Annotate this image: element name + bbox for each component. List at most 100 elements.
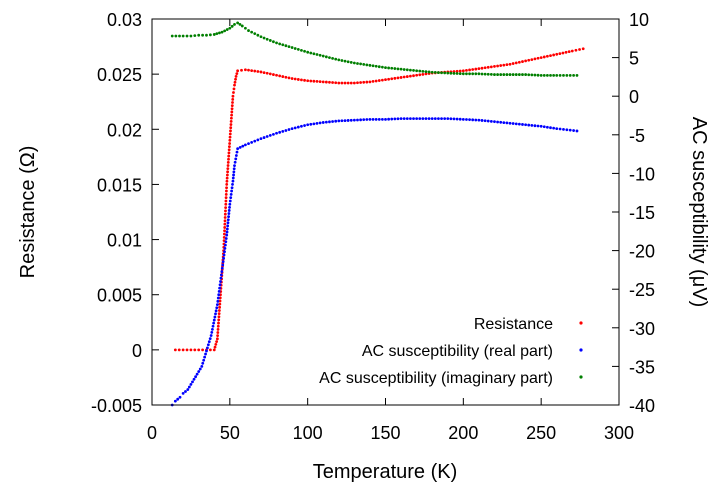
data-point <box>234 157 238 161</box>
data-point <box>215 306 219 310</box>
data-point <box>229 120 233 123</box>
data-point <box>195 372 199 376</box>
data-point <box>224 206 228 209</box>
data-point <box>221 260 225 264</box>
data-point <box>418 73 422 77</box>
data-point <box>380 78 384 82</box>
data-point <box>244 143 247 147</box>
data-point <box>229 123 233 126</box>
data-point <box>415 73 419 77</box>
data-point <box>399 67 403 71</box>
data-point <box>474 67 478 71</box>
data-point <box>275 41 278 45</box>
data-point <box>218 299 222 303</box>
data-point <box>244 26 247 30</box>
data-point <box>189 34 193 38</box>
data-point <box>384 117 387 121</box>
data-point <box>303 124 306 127</box>
data-point <box>218 305 222 309</box>
data-point <box>225 230 229 234</box>
data-point <box>265 71 269 75</box>
y-tick-label: 0.015 <box>97 175 142 195</box>
data-point <box>365 80 369 84</box>
data-point <box>555 73 559 77</box>
data-point <box>409 74 412 78</box>
data-point <box>465 118 468 121</box>
data-point <box>229 196 233 200</box>
data-point <box>214 342 218 346</box>
data-point <box>262 136 266 139</box>
data-point <box>197 370 201 373</box>
y2-tick-label: 0 <box>629 87 639 107</box>
data-point <box>365 63 369 67</box>
data-point <box>511 73 515 76</box>
x-tick-label: 200 <box>448 423 478 443</box>
data-point <box>502 63 506 67</box>
y-tick-label: 0.02 <box>107 120 142 140</box>
data-point <box>390 77 394 81</box>
data-point <box>530 123 534 127</box>
data-point <box>223 246 227 250</box>
data-point <box>231 183 234 186</box>
data-point <box>224 196 228 200</box>
data-point <box>208 33 212 37</box>
data-point <box>221 263 225 267</box>
data-point <box>396 117 400 121</box>
data-point <box>219 273 223 277</box>
data-point <box>424 117 428 120</box>
data-point <box>212 348 216 352</box>
data-point <box>303 49 306 53</box>
y2-tick-label: 10 <box>629 10 649 30</box>
data-point <box>433 71 437 74</box>
data-point <box>228 26 232 30</box>
data-point <box>312 52 316 56</box>
data-point <box>225 179 229 183</box>
data-point <box>524 73 527 76</box>
y2-tick-label: -5 <box>629 126 645 146</box>
data-point <box>230 24 234 28</box>
data-point <box>256 70 260 73</box>
data-point <box>174 34 178 38</box>
data-point <box>446 117 450 120</box>
data-point <box>250 30 254 34</box>
data-point <box>545 54 549 58</box>
data-point <box>359 118 362 122</box>
data-point <box>362 118 366 122</box>
data-point <box>212 318 216 322</box>
data-point <box>562 127 565 131</box>
data-point <box>177 348 181 352</box>
data-point <box>524 123 527 127</box>
data-point <box>281 43 285 47</box>
data-point <box>201 361 205 365</box>
data-point <box>224 209 227 213</box>
data-point <box>250 140 254 144</box>
data-point <box>230 189 234 193</box>
data-point <box>303 78 306 82</box>
data-point <box>265 37 269 41</box>
data-point <box>223 212 227 216</box>
data-point <box>226 160 230 164</box>
data-point <box>228 138 232 142</box>
data-point <box>337 119 341 123</box>
data-point <box>220 270 224 273</box>
data-point <box>539 73 543 77</box>
data-point <box>275 131 278 135</box>
data-point <box>574 48 578 52</box>
data-point <box>343 119 347 122</box>
data-point <box>458 117 462 121</box>
data-point <box>234 77 237 81</box>
data-point <box>359 81 362 84</box>
data-point <box>486 119 490 123</box>
data-point <box>471 72 475 76</box>
data-point <box>437 71 440 74</box>
data-point <box>222 253 226 257</box>
legend-label: AC susceptibility (imaginary part) <box>319 370 553 387</box>
data-point <box>216 296 220 300</box>
data-point <box>197 348 201 352</box>
data-point <box>572 129 575 132</box>
data-point <box>418 117 422 120</box>
data-point <box>568 73 572 77</box>
data-point <box>412 117 415 120</box>
data-point <box>552 73 556 77</box>
